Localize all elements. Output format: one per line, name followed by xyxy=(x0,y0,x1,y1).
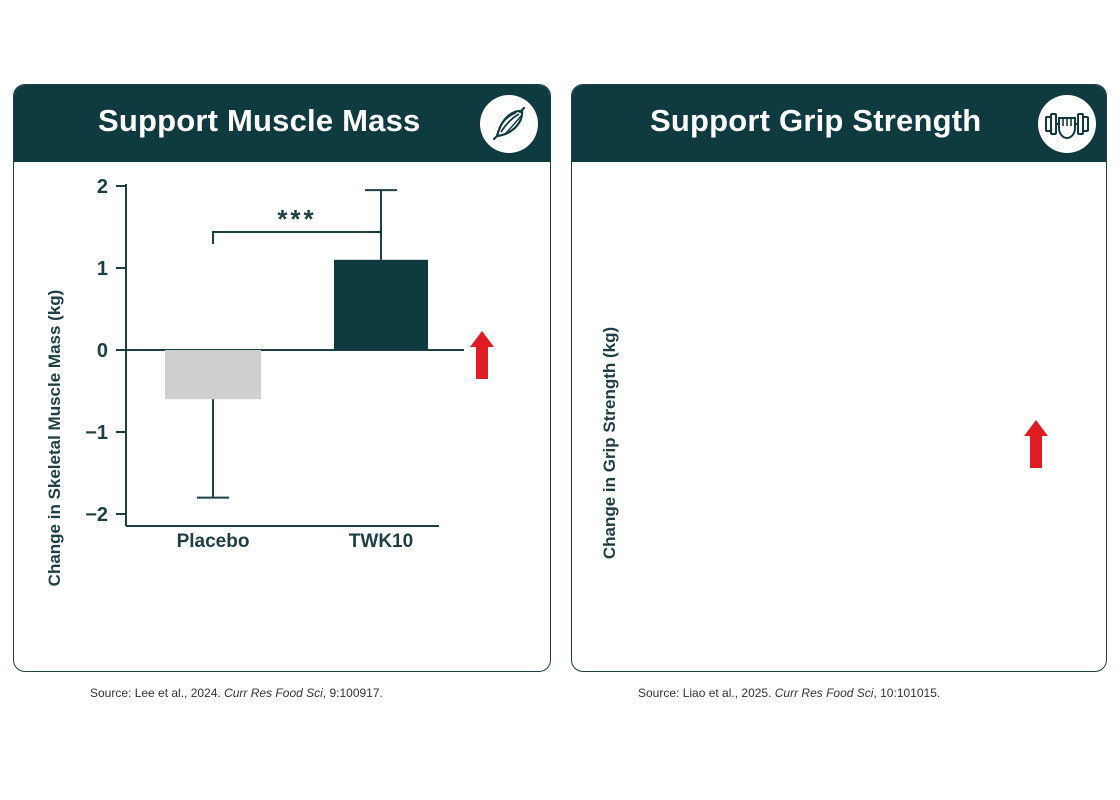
muscle-mass-card: Support Muscle Mass 2 1 0 −1 −2 Placebo TWK10 *… xyxy=(13,84,551,672)
muscle-mass-chart: 2 1 0 −1 −2 Placebo TWK10 *** Change in Skeletal… xyxy=(45,176,494,587)
up-arrow-icon xyxy=(1024,420,1048,468)
y-tick-label: −1 xyxy=(85,422,108,444)
dumbbell-fist-icon xyxy=(1038,95,1096,153)
grip-strength-chart: 151050PlaceboTWK10***Change in Grip Stre… xyxy=(600,327,1048,559)
card-title: Support Grip Strength xyxy=(650,103,982,138)
y-tick-label: 0 xyxy=(97,340,108,362)
card-title: Support Muscle Mass xyxy=(98,103,421,138)
grip-strength-card: Support Grip Strength 151050PlaceboTWK10… xyxy=(571,84,1107,672)
y-tick-label: 2 xyxy=(97,176,108,198)
source-citation: Source: Lee et al., 2024. Curr Res Food … xyxy=(90,686,383,700)
card-header: Support Grip Strength xyxy=(572,85,1106,162)
card-header: Support Muscle Mass xyxy=(14,85,550,162)
y-tick-label: 1 xyxy=(97,258,108,280)
x-category-label: TWK10 xyxy=(349,531,413,552)
y-axis-label: Change in Skeletal Muscle Mass (kg) xyxy=(45,290,64,587)
y-tick-label: −2 xyxy=(85,504,108,526)
muscle-icon xyxy=(480,95,538,153)
up-arrow-icon xyxy=(470,331,494,379)
significance-label: *** xyxy=(277,204,316,234)
y-axis-label: Change in Grip Strength (kg) xyxy=(600,327,619,559)
bar-twk10 xyxy=(334,259,428,350)
x-category-label: Placebo xyxy=(177,531,250,552)
bar-placebo xyxy=(165,350,261,400)
significance-bracket xyxy=(212,231,382,244)
source-citation: Source: Liao et al., 2025. Curr Res Food… xyxy=(638,686,941,700)
